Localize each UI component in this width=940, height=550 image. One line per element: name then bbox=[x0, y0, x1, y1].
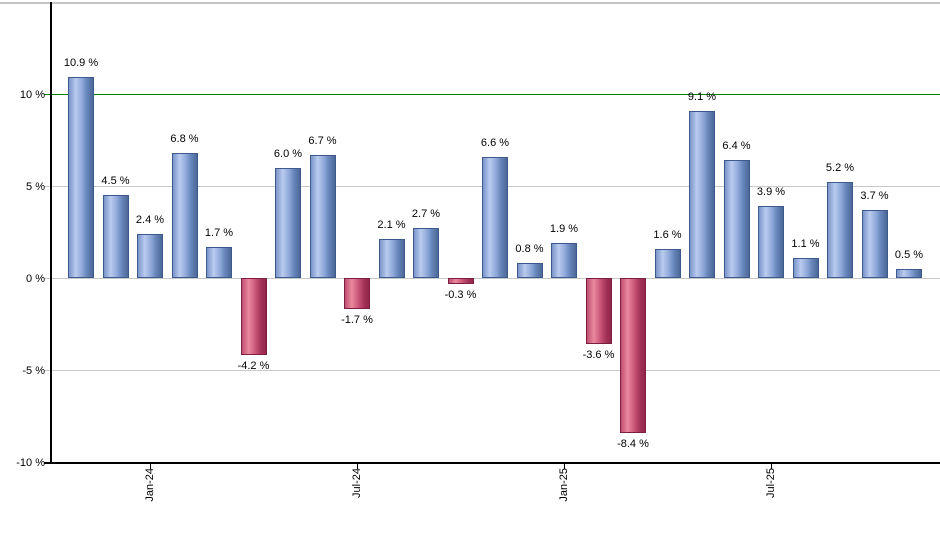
y-axis-tick-label: -10 % bbox=[16, 457, 45, 469]
bar-value-label: -3.6 % bbox=[582, 349, 615, 362]
bar bbox=[447, 278, 474, 284]
bar bbox=[689, 110, 715, 278]
bar bbox=[654, 248, 681, 278]
y-axis-line bbox=[50, 2, 52, 464]
x-axis-tick bbox=[771, 463, 772, 469]
bar-value-label: 2.1 % bbox=[377, 219, 406, 232]
bar bbox=[413, 228, 439, 278]
bar bbox=[482, 156, 508, 278]
bar bbox=[275, 167, 301, 278]
reference-line-10pct bbox=[44, 94, 940, 95]
y-axis-tick-label: 0 % bbox=[26, 273, 45, 285]
bar-value-label: 3.7 % bbox=[860, 189, 889, 202]
y-axis-tick-label: 5 % bbox=[26, 181, 45, 193]
bar bbox=[585, 278, 612, 345]
bar-value-label: -1.7 % bbox=[341, 314, 373, 327]
bar bbox=[344, 278, 370, 310]
gridline bbox=[44, 278, 940, 279]
bar-value-label: 1.9 % bbox=[549, 223, 579, 236]
bar bbox=[240, 278, 267, 356]
x-axis-tick-label: Jul-25 bbox=[765, 468, 777, 498]
x-axis-tick-label: Jan-24 bbox=[144, 468, 156, 502]
x-axis-line bbox=[44, 462, 940, 464]
bar bbox=[171, 152, 198, 278]
bar-value-label: 5.2 % bbox=[825, 162, 855, 175]
bar bbox=[551, 243, 577, 278]
bar bbox=[723, 160, 750, 278]
bar-value-label: 6.4 % bbox=[722, 140, 751, 153]
bar-value-label: 2.4 % bbox=[135, 213, 165, 226]
bar-value-label: 2.7 % bbox=[411, 208, 441, 221]
y-axis-tick-label: -5 % bbox=[22, 365, 45, 377]
bar-value-label: 1.1 % bbox=[791, 237, 820, 250]
gridline bbox=[44, 370, 940, 371]
bar bbox=[206, 246, 232, 278]
bar bbox=[309, 154, 336, 278]
bar-value-label: 0.5 % bbox=[894, 248, 924, 261]
bar-value-label: -0.3 % bbox=[444, 288, 477, 301]
bar-value-label: -4.2 % bbox=[237, 360, 270, 373]
x-axis-tick-label: Jan-25 bbox=[558, 468, 570, 502]
bar-value-label: 6.0 % bbox=[273, 147, 303, 160]
bar bbox=[827, 182, 853, 278]
bar-value-label: 6.6 % bbox=[480, 136, 510, 149]
x-axis-tick bbox=[357, 463, 358, 469]
plot-top-border bbox=[0, 2, 940, 4]
bar bbox=[68, 77, 94, 278]
x-axis-tick bbox=[150, 463, 151, 469]
x-axis-tick bbox=[564, 463, 565, 469]
y-axis-tick-label: 10 % bbox=[19, 89, 45, 101]
bar-value-label: 3.9 % bbox=[756, 186, 786, 199]
bar bbox=[378, 239, 405, 278]
bar bbox=[861, 209, 888, 278]
bar-value-label: 10.9 % bbox=[63, 57, 99, 70]
bar-value-label: 4.5 % bbox=[101, 175, 130, 188]
bar-value-label: 0.8 % bbox=[515, 243, 544, 256]
bar bbox=[137, 233, 163, 278]
bar-value-label: 1.7 % bbox=[204, 226, 234, 239]
bar bbox=[516, 263, 543, 278]
bar-value-label: 1.6 % bbox=[653, 228, 682, 241]
bar bbox=[792, 257, 819, 278]
bar-value-label: 9.1 % bbox=[687, 90, 717, 103]
bar bbox=[620, 278, 646, 433]
bar bbox=[896, 268, 922, 278]
x-axis-tick-label: Jul-24 bbox=[351, 468, 363, 498]
bar-value-label: -8.4 % bbox=[617, 437, 649, 450]
bar bbox=[758, 206, 784, 278]
bar bbox=[102, 195, 129, 278]
bar-value-label: 6.8 % bbox=[170, 132, 199, 145]
bar-value-label: 6.7 % bbox=[308, 134, 337, 147]
